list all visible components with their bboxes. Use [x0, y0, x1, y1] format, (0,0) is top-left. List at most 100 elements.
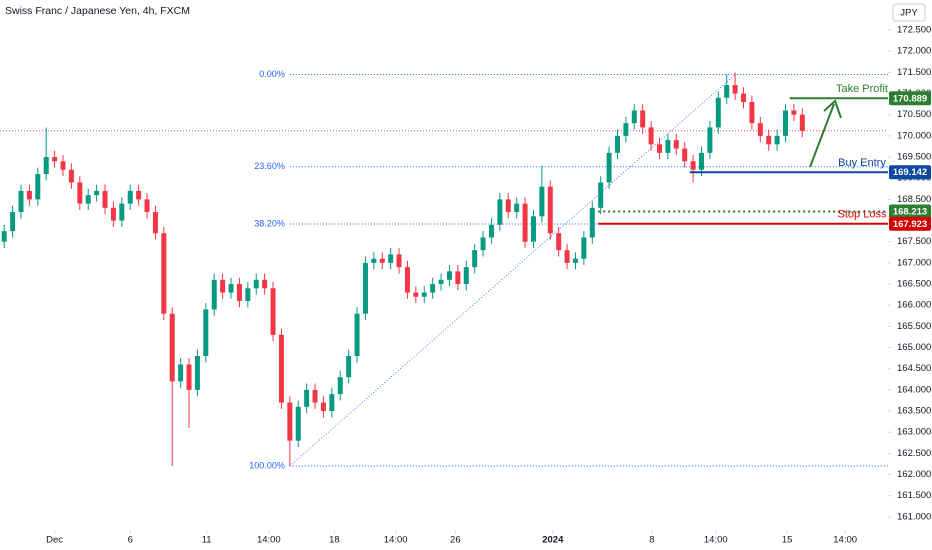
x-tick-label: 14:00: [257, 535, 281, 546]
y-tick-label: 167.000: [897, 257, 931, 268]
candle-body: [278, 334, 284, 403]
y-tick-label: 162.500: [897, 448, 931, 459]
candle-body: [749, 102, 755, 124]
x-tick-label: 14:00: [704, 535, 728, 546]
candle-body: [547, 186, 553, 234]
candle-body: [85, 195, 91, 204]
x-tick-label: 14:00: [833, 535, 857, 546]
candle-body: [690, 161, 696, 170]
candle-body: [463, 267, 469, 285]
candle-body: [220, 279, 226, 293]
candle-body: [673, 140, 679, 149]
fib-level-label: 100.00%: [249, 460, 285, 470]
candle-body: [194, 356, 200, 390]
candle-body: [68, 169, 74, 183]
candle-body: [488, 224, 494, 238]
candle-body: [530, 216, 536, 242]
y-tick-label: 166.000: [897, 300, 931, 311]
candle-body: [648, 127, 654, 145]
y-tick-label: 165.000: [897, 342, 931, 353]
candle-body: [715, 97, 721, 128]
candle-body: [741, 93, 747, 103]
candle-body: [472, 250, 478, 268]
candle-body: [127, 190, 133, 204]
candle-body: [270, 288, 276, 335]
candle-body: [640, 110, 646, 128]
candle-body: [774, 135, 780, 145]
candle-body: [505, 199, 511, 213]
candle-body: [766, 135, 772, 145]
candle-body: [732, 85, 738, 94]
candle-body: [665, 140, 671, 153]
x-tick-label: Dec: [46, 535, 63, 546]
candle-body: [136, 190, 142, 200]
candle-body: [144, 199, 150, 213]
x-tick-label: 15: [782, 535, 793, 546]
candle-body: [572, 258, 578, 263]
y-tick-label: 163.500: [897, 406, 931, 417]
candle-body: [413, 292, 419, 297]
candle-body: [757, 123, 763, 136]
candle-body: [102, 190, 108, 208]
candle-body: [606, 152, 612, 183]
candle-body: [791, 110, 797, 115]
candle-body: [35, 173, 41, 200]
currency-label[interactable]: JPY: [900, 8, 918, 19]
currency-button[interactable]: [892, 3, 926, 22]
candle-body: [598, 182, 604, 208]
candle-body: [346, 356, 352, 378]
candle-body: [329, 394, 335, 412]
candle-body: [337, 377, 343, 395]
y-tick-label: 172.000: [897, 46, 931, 57]
y-tick-label: 161.500: [897, 490, 931, 501]
candle-body: [10, 212, 16, 232]
y-tick-label: 166.500: [897, 279, 931, 290]
arrow-head: [823, 99, 842, 119]
candle-body: [799, 114, 805, 131]
chart-title: Swiss Franc / Japanese Yen, 4h, FXCM: [5, 5, 190, 17]
candle-body: [724, 85, 730, 98]
candle-body: [556, 233, 562, 251]
x-tick-label: 2024: [542, 535, 564, 546]
trade-label: Stop Loss: [838, 209, 887, 221]
candle-body: [253, 279, 259, 289]
price-tag-label: 170.889: [893, 93, 927, 104]
candle-body: [1, 231, 7, 242]
y-tick-label: 171.500: [897, 67, 931, 78]
candle-body: [522, 203, 528, 242]
candle-body: [396, 254, 402, 268]
x-tick-label: 26: [450, 535, 461, 546]
candle-body: [152, 212, 158, 234]
candle-body: [211, 279, 217, 310]
candle-body: [379, 258, 385, 263]
y-tick-label: 169.500: [897, 152, 931, 163]
x-tick-label: 14:00: [384, 535, 408, 546]
candle-body: [455, 271, 461, 285]
candle-body: [236, 284, 242, 301]
candle-body: [371, 258, 377, 263]
candle-body: [77, 182, 83, 204]
y-tick-label: 168.500: [897, 194, 931, 205]
candle-body: [245, 288, 251, 301]
price-tag: [889, 91, 931, 106]
candle-body: [707, 127, 713, 153]
price-tag-label: 167.923: [893, 219, 927, 230]
y-tick-label: 167.500: [897, 236, 931, 247]
candle-body: [26, 190, 32, 200]
price-tag: [889, 204, 931, 219]
candle-body: [421, 292, 427, 297]
candle-body: [178, 364, 184, 382]
price-tag: [889, 216, 931, 231]
candle-body: [304, 389, 310, 407]
candle-body: [480, 237, 486, 251]
price-tag-label: 169.142: [893, 167, 927, 178]
x-tick-label: 6: [128, 535, 133, 546]
fib-level-label: 0.00%: [259, 69, 285, 79]
y-tick-label: 164.000: [897, 384, 931, 395]
candle-body: [94, 190, 100, 196]
candle-body: [581, 237, 587, 259]
y-tick-label: 163.000: [897, 427, 931, 438]
candle-body: [497, 199, 503, 225]
candle-body: [18, 190, 24, 213]
candle-body: [203, 309, 209, 357]
